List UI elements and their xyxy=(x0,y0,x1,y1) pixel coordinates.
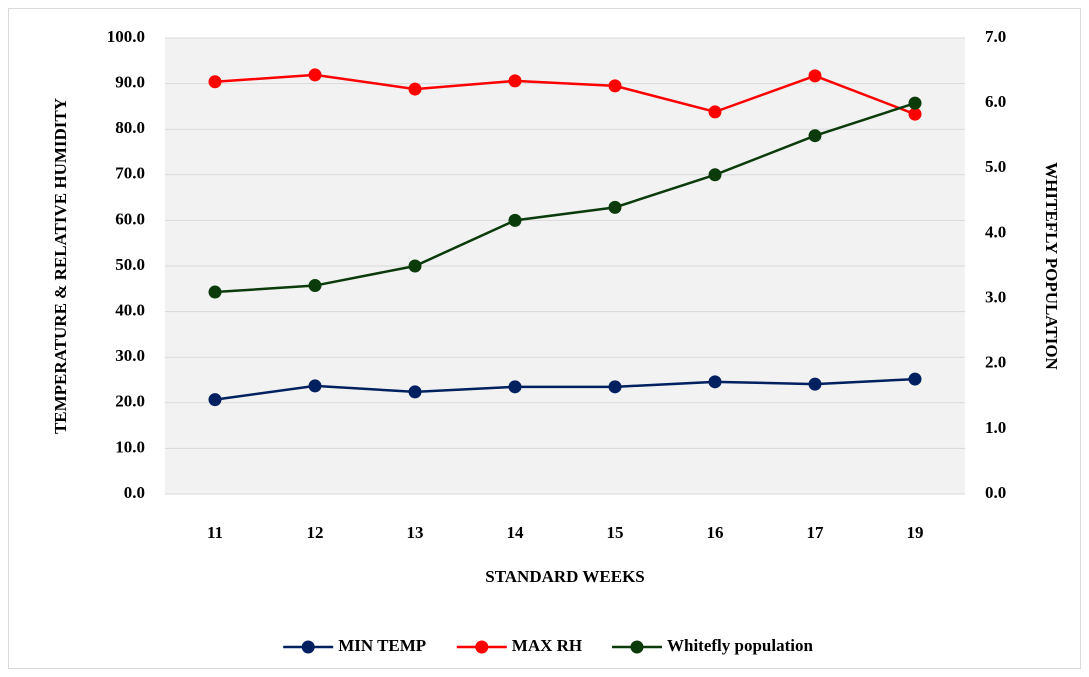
x-tick-label: 17 xyxy=(807,523,825,542)
y-tick-label: 30.0 xyxy=(115,346,145,365)
data-point xyxy=(708,375,722,389)
x-tick-label: 13 xyxy=(407,523,424,542)
x-tick-label: 11 xyxy=(207,523,223,542)
data-point xyxy=(508,74,522,88)
legend-marker xyxy=(475,640,489,654)
data-point xyxy=(308,379,322,393)
y-axis-title: TEMPERATURE & RELATIVE HUMIDITY xyxy=(51,98,70,434)
x-tick-label: 16 xyxy=(707,523,724,542)
y-tick-label: 70.0 xyxy=(115,164,145,183)
data-point xyxy=(808,129,822,143)
series-line xyxy=(214,73,916,116)
y2-tick-label: 3.0 xyxy=(985,287,1006,306)
y-tick-label: 100.0 xyxy=(107,27,145,46)
x-axis-title: STANDARD WEEKS xyxy=(485,567,645,586)
data-point xyxy=(808,377,822,391)
y-tick-label: 60.0 xyxy=(115,209,145,228)
data-point xyxy=(708,168,722,182)
data-point xyxy=(608,79,622,93)
legend-label: Whitefly population xyxy=(667,636,813,655)
legend-marker xyxy=(301,640,315,654)
data-point xyxy=(208,75,222,89)
legend-marker xyxy=(630,640,644,654)
y-tick-label: 80.0 xyxy=(115,118,145,137)
y2-tick-label: 0.0 xyxy=(985,483,1006,502)
data-point xyxy=(208,285,222,299)
data-point xyxy=(908,96,922,110)
data-point xyxy=(508,213,522,227)
data-point xyxy=(408,82,422,96)
data-point xyxy=(208,393,222,407)
data-point xyxy=(608,200,622,214)
y-tick-label: 20.0 xyxy=(115,392,145,411)
series-line xyxy=(214,101,916,294)
y2-tick-label: 1.0 xyxy=(985,418,1006,437)
y-tick-label: 40.0 xyxy=(115,301,145,320)
x-tick-label: 19 xyxy=(907,523,924,542)
y2-tick-label: 5.0 xyxy=(985,157,1006,176)
y2-tick-label: 2.0 xyxy=(985,353,1006,372)
data-point xyxy=(808,69,822,83)
y-tick-label: 10.0 xyxy=(115,437,145,456)
data-point xyxy=(408,259,422,273)
y-tick-label: 0.0 xyxy=(124,483,145,502)
data-point xyxy=(408,385,422,399)
legend-label: MIN TEMP xyxy=(338,636,426,655)
data-point xyxy=(308,68,322,82)
y2-axis-title: WHITEFLY POPULATION xyxy=(1042,162,1061,370)
y-tick-label: 90.0 xyxy=(115,73,145,92)
x-tick-label: 12 xyxy=(307,523,324,542)
x-tick-label: 15 xyxy=(607,523,624,542)
series-line xyxy=(214,377,916,401)
data-point xyxy=(608,380,622,394)
y2-tick-label: 7.0 xyxy=(985,27,1006,46)
data-point xyxy=(508,380,522,394)
x-tick-label: 14 xyxy=(507,523,525,542)
data-point xyxy=(908,107,922,121)
y2-tick-label: 4.0 xyxy=(985,222,1006,241)
data-point xyxy=(908,372,922,386)
y-tick-label: 50.0 xyxy=(115,255,145,274)
y2-tick-label: 6.0 xyxy=(985,92,1006,111)
legend-label: MAX RH xyxy=(512,636,582,655)
data-point xyxy=(308,279,322,293)
data-point xyxy=(708,105,722,119)
